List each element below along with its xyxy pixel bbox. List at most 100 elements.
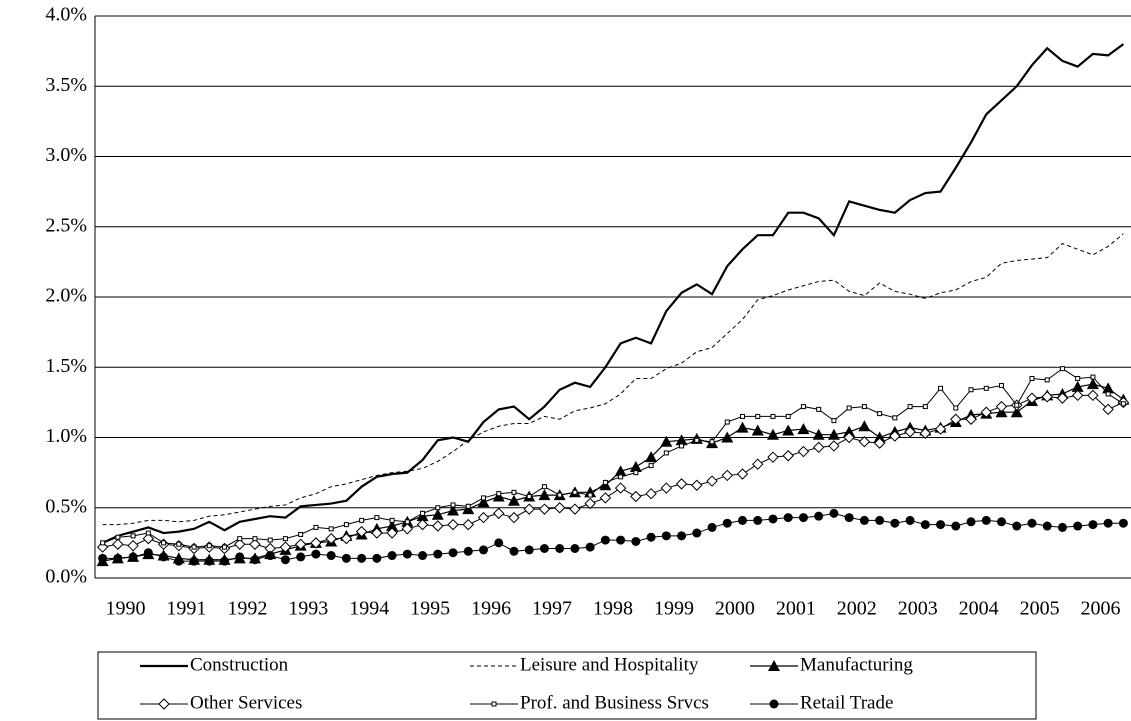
x-tick-label: 2000 bbox=[715, 598, 755, 620]
data-point bbox=[310, 537, 322, 549]
legend-marker bbox=[158, 698, 170, 710]
data-point bbox=[755, 413, 761, 419]
legend-label: Manufacturing bbox=[800, 654, 913, 675]
data-point bbox=[694, 437, 700, 443]
data-point bbox=[204, 556, 214, 566]
data-point bbox=[585, 542, 595, 552]
data-point bbox=[844, 513, 854, 523]
data-point bbox=[431, 508, 444, 520]
data-point bbox=[222, 544, 227, 550]
y-tick-label: 0.0% bbox=[45, 566, 87, 588]
data-point bbox=[191, 544, 197, 550]
data-point bbox=[447, 518, 459, 531]
data-point bbox=[508, 511, 520, 524]
data-point bbox=[800, 404, 806, 410]
data-point bbox=[859, 515, 869, 525]
data-point bbox=[420, 510, 426, 516]
data-point bbox=[600, 535, 610, 545]
data-point bbox=[1088, 520, 1098, 530]
data-point bbox=[968, 387, 974, 393]
data-point bbox=[999, 383, 1004, 389]
data-point bbox=[250, 555, 260, 565]
data-point bbox=[692, 528, 702, 538]
data-point bbox=[951, 521, 961, 531]
data-point bbox=[892, 415, 898, 421]
data-point bbox=[584, 497, 596, 510]
data-point bbox=[629, 461, 642, 473]
data-point bbox=[279, 541, 292, 553]
data-point bbox=[770, 413, 776, 419]
data-point bbox=[782, 424, 795, 436]
data-point bbox=[829, 508, 839, 518]
data-point bbox=[618, 474, 624, 480]
x-tick-label: 2001 bbox=[776, 598, 816, 620]
data-point bbox=[112, 538, 124, 550]
data-point bbox=[828, 440, 840, 452]
y-tick-label: 4.0% bbox=[45, 4, 87, 26]
data-point bbox=[494, 538, 504, 548]
data-point bbox=[938, 385, 944, 391]
data-point bbox=[174, 556, 184, 566]
data-point bbox=[785, 413, 791, 419]
data-point bbox=[402, 549, 412, 559]
x-tick-label: 1992 bbox=[227, 598, 267, 620]
data-point bbox=[797, 423, 810, 435]
x-tick-label: 1999 bbox=[654, 598, 694, 620]
data-point bbox=[602, 479, 608, 485]
data-point bbox=[599, 492, 612, 504]
data-point bbox=[861, 404, 867, 410]
data-point bbox=[831, 418, 837, 424]
data-point bbox=[1103, 518, 1113, 528]
data-point bbox=[326, 551, 336, 561]
legend-label: Other Services bbox=[190, 692, 302, 713]
data-point bbox=[875, 515, 885, 525]
data-point bbox=[127, 539, 139, 552]
data-point bbox=[1105, 391, 1111, 397]
data-point bbox=[633, 470, 639, 476]
data-point bbox=[709, 439, 715, 445]
data-point bbox=[922, 404, 928, 410]
data-point bbox=[679, 443, 685, 449]
legend-marker bbox=[768, 660, 780, 671]
data-point bbox=[357, 553, 367, 563]
x-tick-label: 1990 bbox=[105, 598, 145, 620]
data-point bbox=[526, 494, 532, 500]
data-point bbox=[465, 503, 471, 509]
data-point bbox=[1041, 391, 1053, 403]
data-point bbox=[282, 536, 288, 542]
data-point bbox=[311, 549, 321, 559]
x-tick-label: 2006 bbox=[1081, 598, 1121, 620]
data-point bbox=[130, 533, 136, 539]
legend-marker bbox=[491, 701, 497, 707]
data-point bbox=[404, 519, 410, 525]
data-point bbox=[557, 492, 563, 498]
data-point bbox=[646, 532, 656, 542]
data-point bbox=[555, 543, 565, 553]
data-point bbox=[447, 504, 460, 516]
data-point bbox=[234, 538, 246, 550]
data-point bbox=[936, 520, 946, 530]
data-point bbox=[433, 549, 443, 559]
y-tick-label: 0.5% bbox=[45, 495, 87, 517]
data-point bbox=[539, 543, 549, 553]
data-point bbox=[1071, 380, 1084, 392]
data-point bbox=[691, 479, 703, 491]
data-point bbox=[1059, 366, 1065, 372]
data-point bbox=[235, 552, 245, 562]
data-point bbox=[631, 536, 641, 546]
data-point bbox=[298, 531, 304, 537]
y-tick-label: 2.5% bbox=[45, 214, 87, 236]
data-point bbox=[721, 431, 734, 443]
data-point bbox=[386, 527, 398, 539]
data-point bbox=[1014, 402, 1020, 408]
data-point bbox=[538, 503, 551, 515]
data-point bbox=[782, 450, 794, 462]
data-point bbox=[113, 553, 123, 563]
data-point bbox=[766, 428, 779, 440]
data-point bbox=[237, 536, 243, 542]
y-tick-label: 3.0% bbox=[45, 144, 87, 166]
data-point bbox=[736, 421, 749, 433]
data-point bbox=[919, 427, 932, 439]
series-line bbox=[102, 233, 1124, 526]
data-point bbox=[432, 520, 444, 532]
